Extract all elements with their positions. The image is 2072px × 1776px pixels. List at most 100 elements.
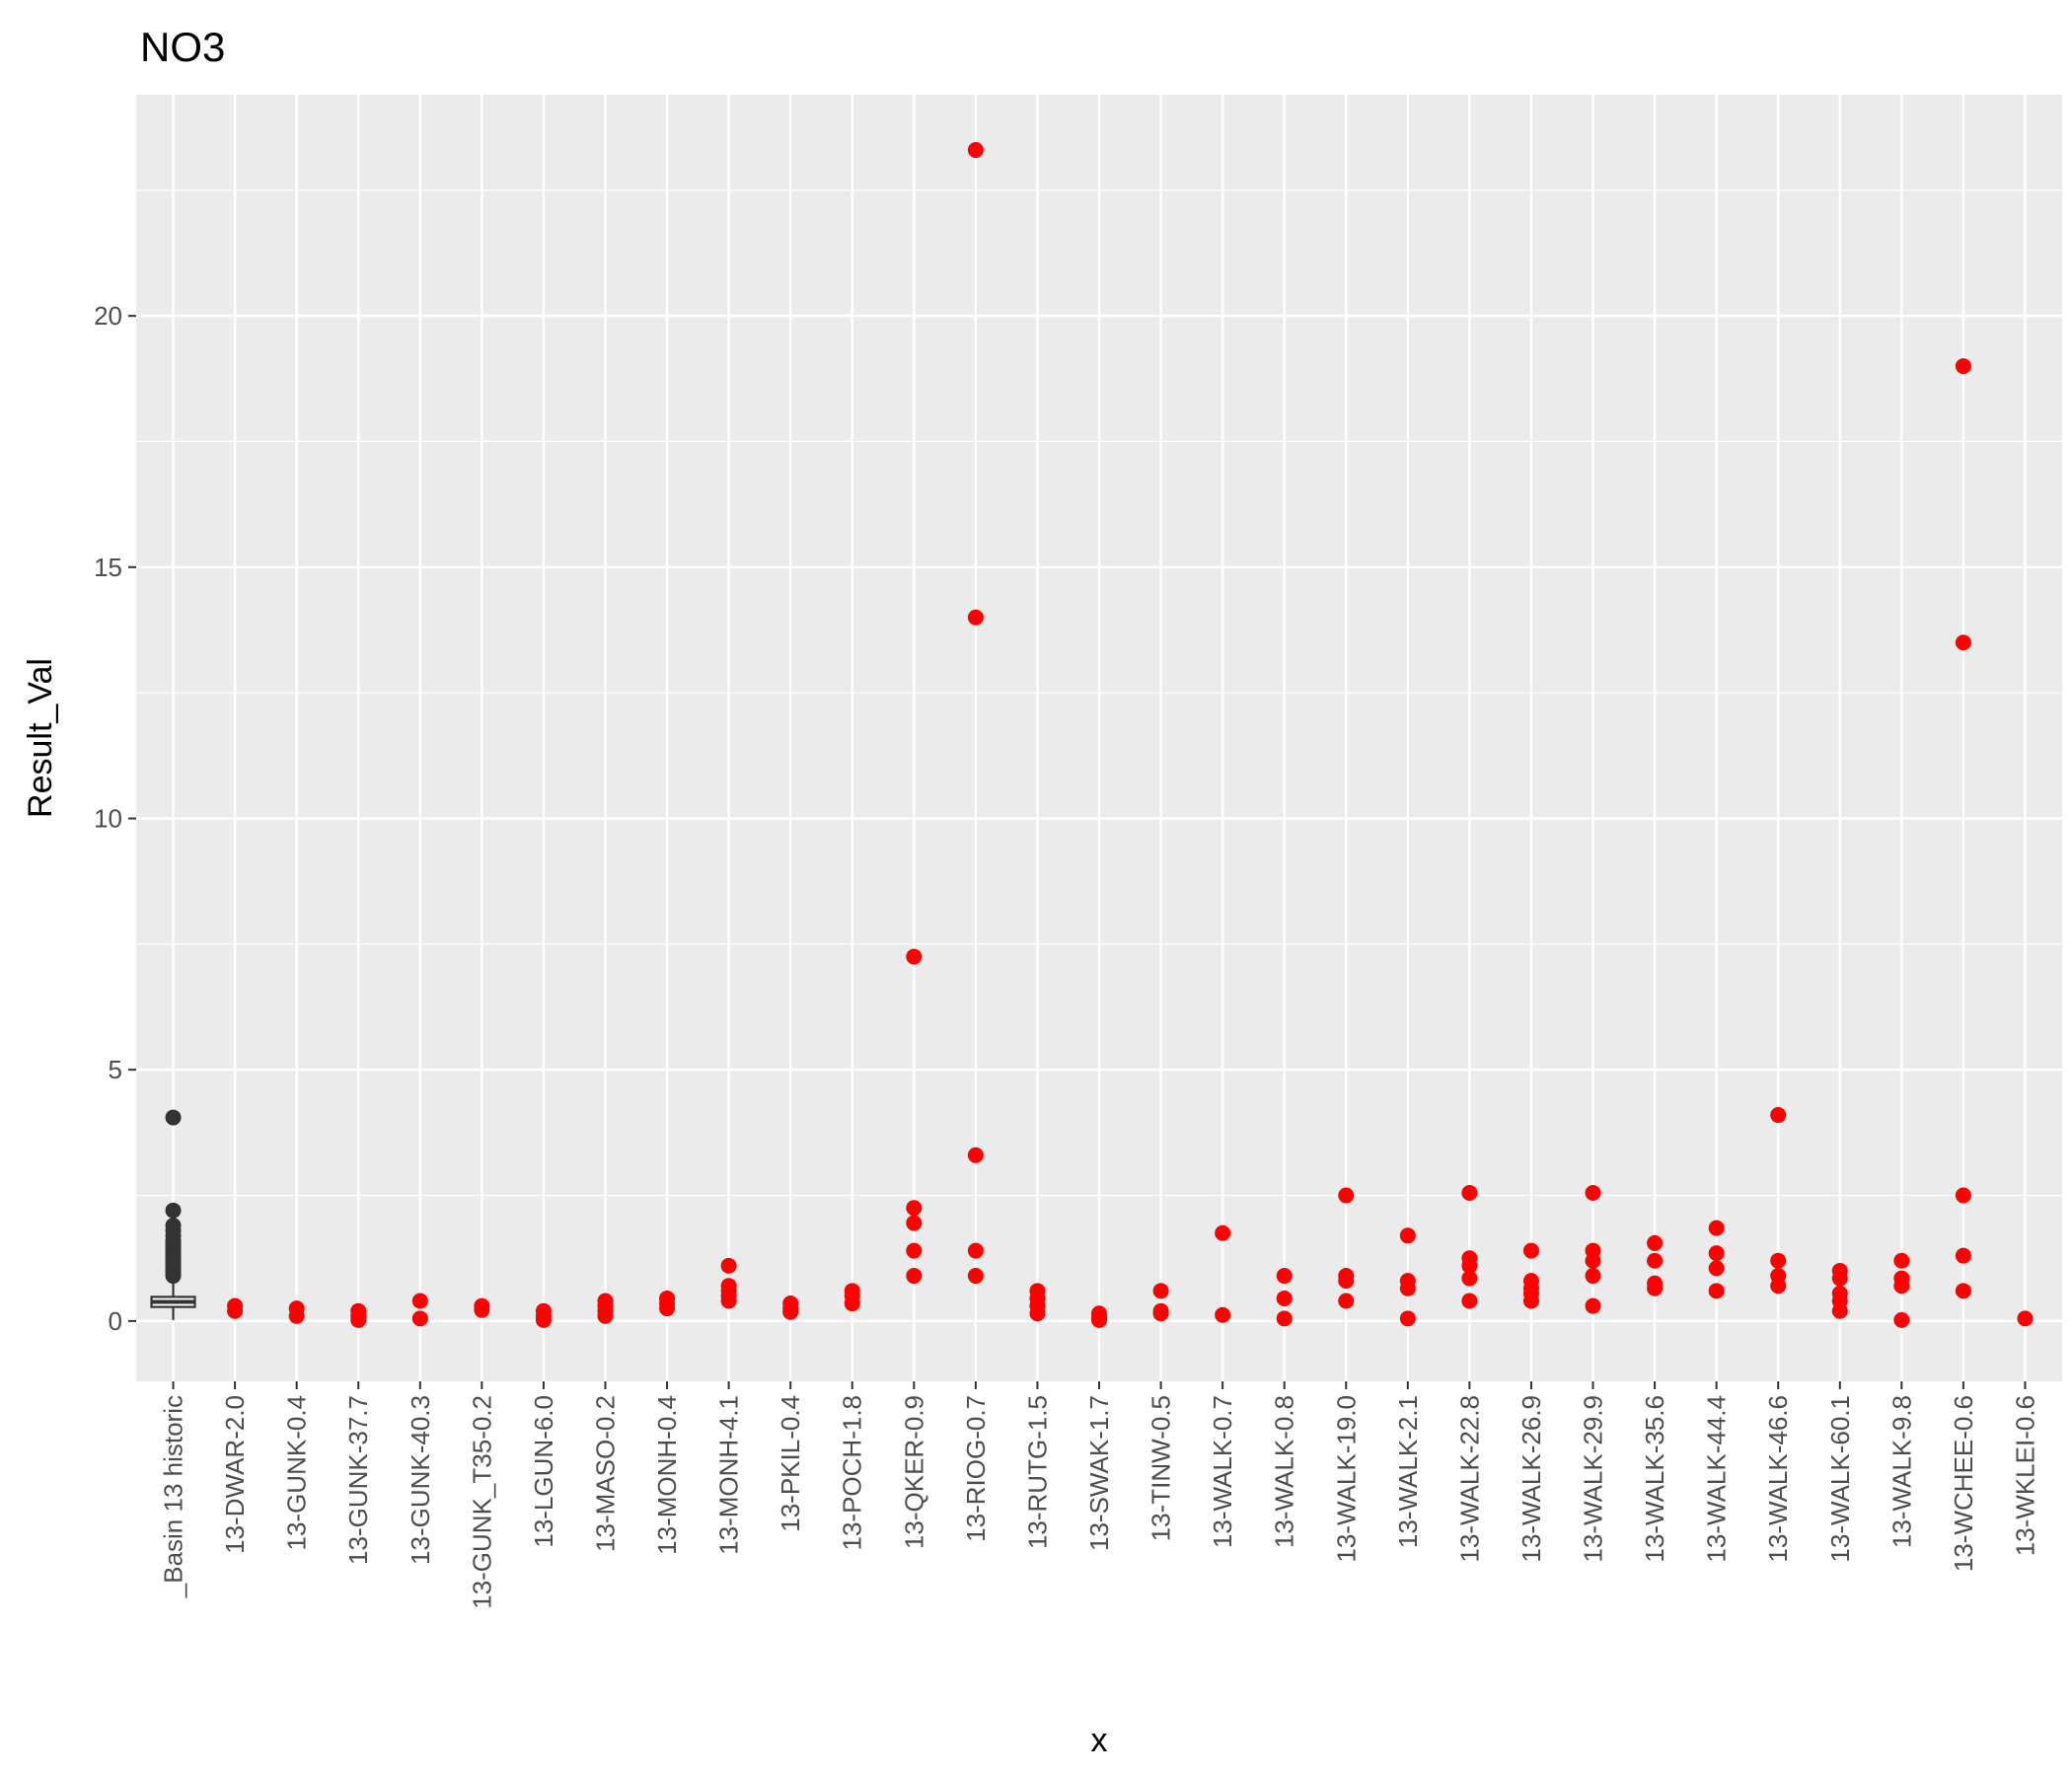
data-point [906,1215,923,1231]
x-tick-label: 13-GUNK_T35-0.2 [467,1395,496,1609]
data-point [1029,1305,1046,1322]
data-point [1461,1257,1478,1274]
y-axis-title: Result_Val [22,658,59,818]
data-point [2017,1310,2034,1327]
data-point [411,1310,428,1327]
data-point [1091,1311,1107,1328]
chart-title: NO3 [140,24,225,70]
x-tick-label: 13-PKIL-0.4 [776,1395,805,1532]
data-point [1708,1220,1725,1236]
data-point [1955,1187,1971,1204]
y-tick-label: 10 [94,804,122,834]
data-point [1215,1224,1231,1241]
data-point [906,1268,923,1285]
x-tick-label: 13-MONH-0.4 [652,1395,682,1555]
x-tick-label: 13-WALK-9.8 [1887,1395,1916,1548]
x-axis: _Basin 13 historic 13-DWAR-2.0 13-GUNK-0.4… [159,1381,2039,1609]
data-point [227,1302,244,1319]
y-tick-label: 20 [94,301,122,331]
data-point [844,1295,860,1312]
data-point [1647,1252,1664,1269]
x-tick-label: 13-RUTG-1.5 [1022,1395,1052,1549]
data-point [1338,1187,1355,1204]
x-tick-label: 13-WALK-22.8 [1454,1395,1484,1563]
data-point [1708,1260,1725,1277]
data-point [1338,1273,1355,1290]
x-tick-label: 13-GUNK-37.7 [343,1395,373,1565]
y-axis: 0 5 10 15 20 [94,301,136,1336]
x-tick-label: 13-WALK-0.8 [1270,1395,1299,1548]
boxplot-outlier [165,1202,182,1219]
data-point [720,1293,737,1309]
data-point [1276,1290,1293,1306]
y-tick-label: 0 [109,1306,122,1336]
data-point [1831,1270,1848,1287]
data-point [659,1300,676,1317]
x-tick-label: 13-MASO-0.2 [590,1395,620,1552]
data-points [227,142,2034,1328]
data-point [906,948,923,965]
data-point [1893,1311,1910,1328]
data-point [1955,1247,1971,1264]
x-tick-label: 13-WCHEE-0.6 [1949,1395,1978,1572]
data-point [288,1307,305,1324]
data-point [720,1257,737,1274]
data-point [535,1311,552,1328]
data-point [967,142,984,159]
data-point [1461,1184,1478,1201]
x-tick-label: 13-MONH-4.1 [714,1395,744,1555]
x-tick-label: 13-SWAK-1.7 [1084,1395,1114,1551]
x-tick-label: 13-WALK-60.1 [1825,1395,1855,1563]
data-point [1152,1305,1169,1322]
data-point [1276,1268,1293,1285]
data-point [350,1311,367,1328]
data-point [967,1268,984,1285]
data-point [1276,1310,1293,1327]
data-point [1399,1227,1416,1244]
data-point [1831,1302,1848,1319]
data-point [1647,1234,1664,1251]
data-point [1708,1245,1725,1262]
data-point [967,1242,984,1259]
grid-major [136,95,2062,1381]
data-point [1399,1310,1416,1327]
data-point [967,1147,984,1163]
data-point [1585,1268,1601,1285]
data-point [782,1303,799,1320]
x-tick-label: 13-TINW-0.5 [1147,1395,1176,1541]
data-point [411,1293,428,1309]
data-point [1893,1252,1910,1269]
x-tick-label: 13-WALK-44.4 [1702,1395,1732,1563]
x-tick-label: 13-WALK-35.6 [1640,1395,1669,1563]
data-point [1399,1280,1416,1296]
boxplot [150,1109,196,1320]
data-point [906,1242,923,1259]
data-point [1770,1107,1787,1124]
data-point [1770,1252,1787,1269]
x-tick-label: 13-GUNK-0.4 [282,1395,312,1551]
x-tick-label: 13-LGUN-6.0 [529,1395,558,1548]
data-point [1522,1242,1539,1259]
data-point [1708,1283,1725,1299]
x-tick-label: 13-WALK-19.0 [1331,1395,1361,1563]
data-point [1585,1297,1601,1314]
boxplot-outlier [165,1109,182,1126]
data-point [1893,1278,1910,1295]
data-point [474,1301,490,1318]
data-point [1215,1306,1231,1323]
x-tick-label: 13-GUNK-40.3 [406,1395,435,1565]
x-axis-title: x [1091,1722,1108,1759]
data-point [1585,1252,1601,1269]
x-tick-label: 13-WALK-26.9 [1517,1395,1546,1563]
y-tick-label: 5 [109,1055,122,1084]
x-tick-label: 13-WALK-29.9 [1579,1395,1608,1563]
x-tick-label: 13-POCH-1.8 [838,1395,867,1551]
data-point [1955,1283,1971,1299]
data-point [1522,1293,1539,1309]
data-point [967,609,984,626]
data-point [1461,1293,1478,1309]
boxplot-outlier [165,1218,182,1234]
data-point [597,1307,614,1324]
data-point [1461,1270,1478,1287]
